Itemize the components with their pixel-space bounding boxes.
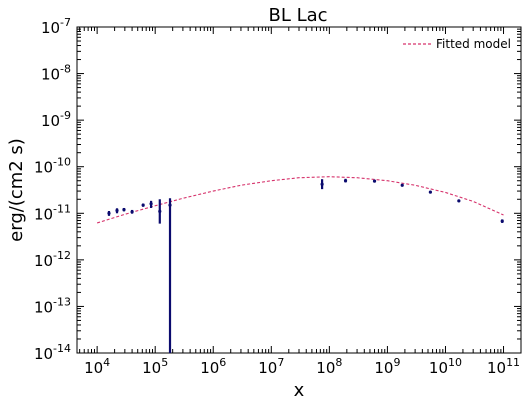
y-tick-label: 10-11	[34, 202, 71, 223]
y-tick-label: 10-9	[41, 109, 71, 130]
y-tick-label: 10-14	[34, 342, 71, 363]
data-point	[149, 202, 153, 206]
y-tick-label: 10-12	[34, 249, 71, 270]
x-tick-label: 1011	[487, 356, 520, 377]
chart-title: BL Lac	[268, 5, 327, 26]
x-tick-label: 105	[142, 356, 168, 377]
data-point	[372, 179, 377, 183]
data-layer	[107, 178, 504, 353]
data-point	[141, 203, 145, 207]
y-axis: 10-14 10-13 10-12 10-11 10-10 10-9 10-8 10-7	[34, 16, 521, 363]
y-axis-label: erg/(cm2 s)	[6, 138, 27, 242]
plot-area	[76, 26, 522, 354]
data-point	[168, 203, 172, 207]
x-tick-label: 104	[84, 356, 110, 377]
y-tick-label: 10-13	[34, 295, 71, 316]
data-point	[500, 219, 504, 223]
x-axis-label: x	[294, 380, 305, 401]
data-point	[457, 199, 461, 203]
legend-model-label: Fitted model	[436, 37, 511, 51]
data-point	[428, 190, 432, 194]
x-tick-label: 1010	[429, 356, 462, 377]
x-tick-label: 107	[258, 356, 284, 377]
data-point	[400, 183, 404, 187]
fitted-model-line	[96, 176, 504, 224]
legend: Fitted model	[403, 37, 511, 51]
x-tick-label: 108	[316, 356, 342, 377]
data-point	[122, 208, 126, 212]
data-point	[130, 210, 134, 214]
model-layer	[96, 176, 504, 224]
y-tick-label: 10-8	[41, 63, 71, 84]
data-point	[158, 209, 162, 213]
x-tick-label: 106	[200, 356, 226, 377]
x-axis: 104 105 106 107 108 109 1010 1011	[79, 27, 522, 377]
x-tick-label: 109	[374, 356, 400, 377]
y-tick-label: 10-10	[34, 156, 71, 177]
data-point	[107, 211, 111, 215]
data-point	[343, 179, 348, 183]
y-tick-label: 10-7	[41, 16, 71, 37]
data-point	[320, 182, 324, 186]
data-point	[115, 208, 119, 213]
